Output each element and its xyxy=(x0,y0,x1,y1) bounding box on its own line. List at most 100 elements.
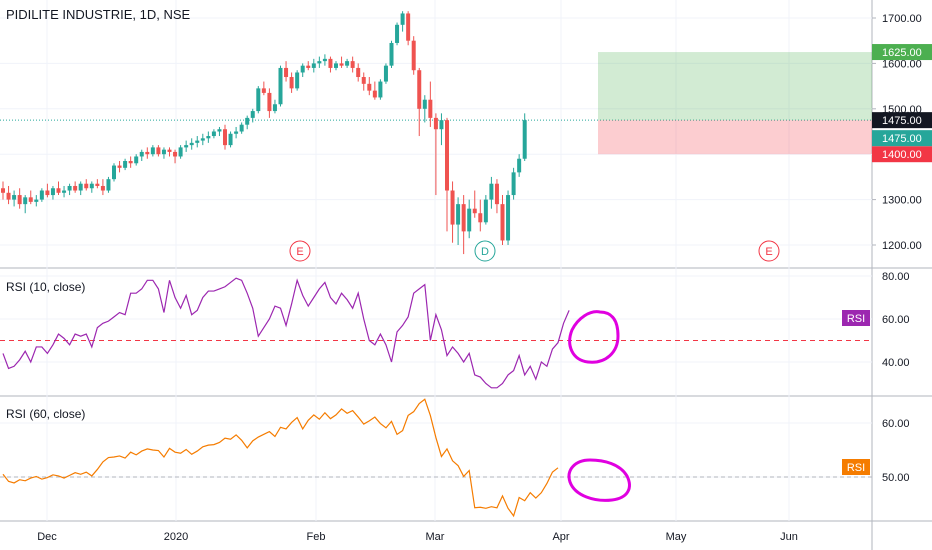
candle-body xyxy=(217,129,222,132)
candle-body xyxy=(395,24,400,43)
last-price-badge xyxy=(872,112,932,129)
candle-body xyxy=(173,151,178,157)
price-tick-label: 1300.00 xyxy=(882,195,922,207)
candle-body xyxy=(256,88,261,112)
candle-body xyxy=(378,81,383,98)
candle-body xyxy=(62,190,67,193)
position-tool[interactable] xyxy=(598,52,872,155)
candle-body xyxy=(78,183,83,191)
candle-body xyxy=(245,117,250,125)
candle-body xyxy=(73,185,78,191)
stop-zone[interactable] xyxy=(598,120,872,155)
candle-body xyxy=(428,99,433,118)
candle-body xyxy=(345,61,350,66)
candle-body xyxy=(12,195,17,200)
candle-body xyxy=(300,65,305,73)
candle-body xyxy=(461,204,466,232)
candle-body xyxy=(272,104,277,112)
candle-body xyxy=(34,199,39,202)
candle-body xyxy=(361,77,366,84)
candle-body xyxy=(261,88,266,93)
candle-body xyxy=(483,199,488,223)
rsi60-tick-label: 50.00 xyxy=(882,472,910,484)
candle-body xyxy=(178,147,183,157)
rsi60-highlight-circle[interactable] xyxy=(567,458,631,502)
candle-body xyxy=(433,117,438,130)
stop-price-badge-text: 1400.00 xyxy=(882,149,922,161)
rsi10-badge xyxy=(842,310,870,326)
candle-body xyxy=(400,13,405,25)
candle-body xyxy=(28,197,33,202)
candle-body xyxy=(406,13,411,41)
candle-body xyxy=(156,147,161,155)
event-marker-earnings[interactable] xyxy=(758,240,780,262)
annotation-circles[interactable] xyxy=(567,310,631,502)
candle-body xyxy=(184,145,189,148)
candle-body xyxy=(500,204,505,241)
candle-body xyxy=(195,140,200,143)
candle-body xyxy=(383,65,388,82)
candle-body xyxy=(189,142,194,146)
rsi10-tick-label: 60.00 xyxy=(882,314,910,326)
time-axis-label: 2020 xyxy=(164,531,188,543)
candle-body xyxy=(472,208,477,214)
candle-body xyxy=(456,204,461,225)
candle-body xyxy=(522,120,527,159)
candle-body xyxy=(134,156,139,164)
target-price-badge xyxy=(872,44,932,61)
candle-body xyxy=(295,72,300,89)
candle-body xyxy=(206,136,211,139)
candle-body xyxy=(267,92,272,112)
candle-body xyxy=(117,165,122,168)
candle-body xyxy=(322,58,327,62)
candle-body xyxy=(6,192,11,200)
candle-body xyxy=(211,131,216,137)
rsi10-pane xyxy=(0,277,872,389)
candle-body xyxy=(478,213,483,223)
candle-body xyxy=(39,190,44,200)
candle-body xyxy=(489,183,494,200)
candle-body xyxy=(372,90,377,98)
candle-body xyxy=(234,131,239,134)
event-label: E xyxy=(765,246,772,258)
candle-body xyxy=(89,183,94,189)
candle-body xyxy=(450,190,455,225)
candle-body xyxy=(334,63,338,68)
candle-body xyxy=(128,161,133,164)
candle-body xyxy=(239,124,244,132)
candle-body xyxy=(139,151,144,157)
candle-body xyxy=(284,67,289,78)
candle-body xyxy=(200,138,205,141)
entry-price-badge-text: 1475.00 xyxy=(882,133,922,145)
rsi10-highlight-circle[interactable] xyxy=(568,310,620,364)
candle-body xyxy=(167,149,172,152)
rsi10-tick-label: 80.00 xyxy=(882,271,910,283)
price-tick-label: 1700.00 xyxy=(882,13,922,25)
candle-body xyxy=(123,161,128,168)
candle-body xyxy=(328,58,333,68)
time-axis-label: Apr xyxy=(552,531,569,543)
rsi10-badge-text: RSI xyxy=(847,313,865,325)
target-zone[interactable] xyxy=(598,52,872,121)
rsi-line xyxy=(2,398,559,518)
price-tick-label: 1600.00 xyxy=(882,58,922,70)
candle-body xyxy=(517,158,522,173)
rsi60-badge xyxy=(842,459,870,475)
candle-body xyxy=(422,99,427,109)
rsi60-title: RSI (60, close) xyxy=(6,407,85,421)
time-axis[interactable]: Dec 2020 Feb Mar Apr May Jun xyxy=(37,531,798,543)
candle-body xyxy=(417,70,422,109)
rsi60-pane xyxy=(0,398,872,518)
rsi10-title: RSI (10, close) xyxy=(6,280,85,294)
entry-price-badge xyxy=(872,130,932,147)
time-axis-label: May xyxy=(666,531,687,543)
candle-body xyxy=(45,190,50,196)
candle-body xyxy=(289,77,294,89)
candle-body xyxy=(278,67,283,105)
time-axis-label: Jun xyxy=(780,531,798,543)
event-marker-dividend[interactable] xyxy=(474,240,496,262)
event-marker-earnings[interactable] xyxy=(289,240,311,262)
